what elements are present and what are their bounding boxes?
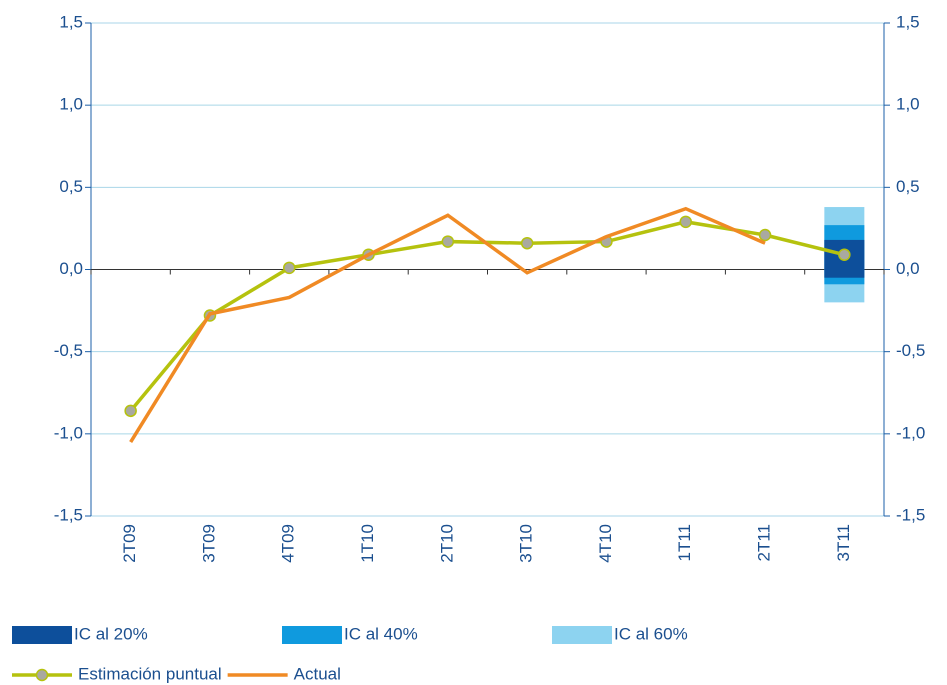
x-tick-label: 2T10: [437, 524, 456, 563]
y-tick-label: -1,0: [54, 423, 83, 442]
y-tick-label: 0,5: [59, 177, 83, 196]
series-marker: [520, 236, 534, 250]
legend-swatch: [282, 626, 342, 644]
series-marker: [283, 261, 296, 275]
x-tick-label: 3T09: [199, 524, 218, 563]
x-tick-label: 3T11: [834, 524, 853, 562]
x-tick-label: 3T10: [517, 524, 536, 563]
series-marker: [679, 215, 692, 229]
y-tick-label: 0,0: [59, 259, 83, 278]
y-tick-label: -1,5: [54, 505, 83, 524]
x-tick-label: 2T09: [120, 524, 139, 563]
series-marker: [124, 404, 137, 418]
legend-label: Estimación puntual: [78, 664, 222, 683]
legend-label: IC al 20%: [74, 624, 148, 643]
y2-tick-label: 1,5: [896, 12, 920, 31]
legend-label: IC al 40%: [344, 624, 418, 643]
legend-swatch: [12, 626, 72, 644]
series-marker: [758, 228, 772, 242]
x-tick-label: 1T10: [358, 524, 377, 563]
y-tick-label: 1,0: [59, 95, 83, 114]
series-line: [129, 206, 766, 443]
series-marker: [838, 248, 851, 261]
legend-label: IC al 60%: [614, 624, 688, 643]
x-tick-label: 4T10: [596, 524, 615, 563]
y2-tick-label: -1,5: [896, 505, 925, 524]
y2-tick-label: 0,5: [896, 177, 920, 196]
y2-tick-label: -0,5: [896, 341, 925, 360]
legend-swatch: [552, 626, 612, 644]
legend-marker: [35, 668, 49, 682]
x-tick-label: 2T11: [755, 524, 774, 562]
series-line: [129, 220, 845, 412]
y2-tick-label: -1,0: [896, 423, 925, 442]
y-tick-label: 1,5: [59, 12, 83, 31]
x-tick-label: 1T11: [675, 524, 694, 562]
series-marker: [441, 235, 455, 248]
y2-tick-label: 0,0: [896, 259, 920, 278]
legend-label: Actual: [294, 664, 341, 683]
y-tick-label: -0,5: [54, 341, 83, 360]
y2-tick-label: 1,0: [896, 95, 920, 114]
x-tick-label: 4T09: [279, 524, 298, 563]
